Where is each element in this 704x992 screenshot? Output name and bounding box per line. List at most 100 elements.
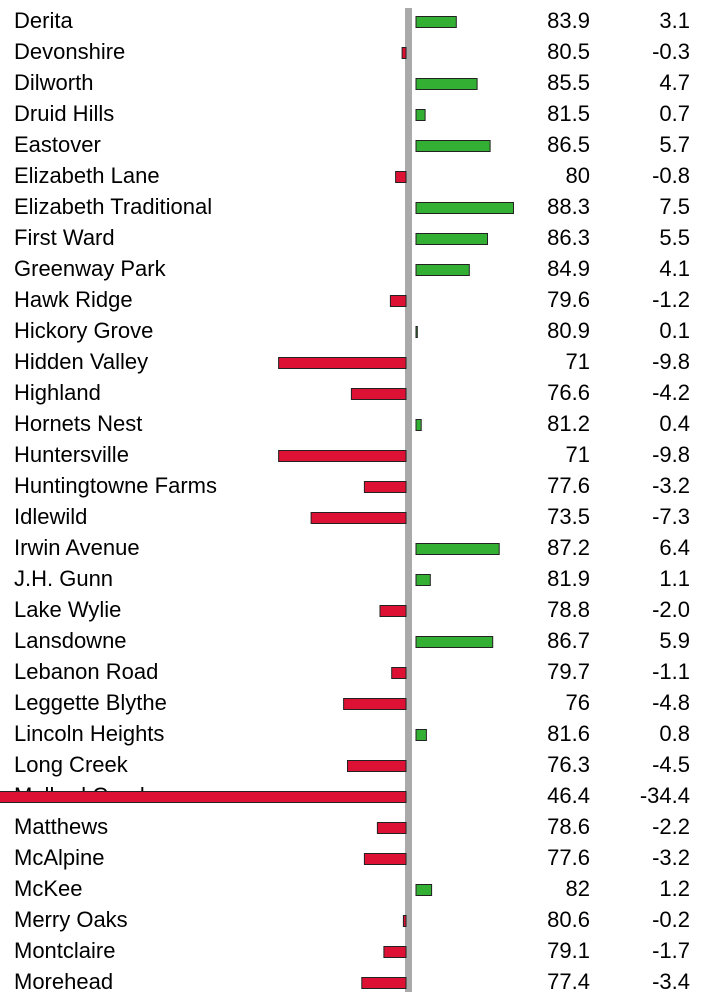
bar [343,698,407,710]
bar [415,264,470,276]
value-label: -2.0 [652,597,690,622]
value-label: -3.2 [652,845,690,870]
value-label: -0.2 [652,907,690,932]
bar [415,16,457,28]
score: 79.1 [547,938,590,963]
bar [415,326,418,338]
row-label: Hawk Ridge [14,287,133,312]
score: 79.6 [547,287,590,312]
score: 86.3 [547,225,590,250]
value-label: -4.5 [652,752,690,777]
value-label: 0.8 [659,721,690,746]
value-label: -34.4 [640,783,690,808]
score: 80 [566,163,590,188]
row-label: Elizabeth Traditional [14,194,212,219]
row-label: First Ward [14,225,115,250]
row-label: Huntingtowne Farms [14,473,217,498]
value-label: -3.2 [652,473,690,498]
bar [363,853,407,865]
bar [363,481,407,493]
bar [389,295,407,307]
value-label: -9.8 [652,349,690,374]
bar [391,667,407,679]
row-label: Lake Wylie [14,597,121,622]
score: 71 [566,442,590,467]
row-label: Long Creek [14,752,129,777]
bar [376,822,407,834]
bar [415,543,500,555]
row-label: Huntersville [14,442,129,467]
score: 76.6 [547,380,590,405]
bar [383,946,407,958]
row-label: Hidden Valley [14,349,148,374]
value-label: 5.5 [659,225,690,250]
row-label: Matthews [14,814,108,839]
value-label: 6.4 [659,535,690,560]
score: 87.2 [547,535,590,560]
row-label: Hickory Grove [14,318,153,343]
row-label: Irwin Avenue [14,535,140,560]
bar [278,357,407,369]
value-label: 5.7 [659,132,690,157]
score: 84.9 [547,256,590,281]
row-label: Highland [14,380,101,405]
score: 78.6 [547,814,590,839]
value-label: 1.2 [659,876,690,901]
bar [415,419,422,431]
row-label: Idlewild [14,504,87,529]
row-label: Dilworth [14,70,93,95]
row-label: Lebanon Road [14,659,158,684]
score: 78.8 [547,597,590,622]
score: 83.9 [547,8,590,33]
value-label: 0.7 [659,101,690,126]
score: 73.5 [547,504,590,529]
score: 80.9 [547,318,590,343]
value-label: -7.3 [652,504,690,529]
row-label: Druid Hills [14,101,114,126]
bar [350,388,407,400]
bar [415,109,426,121]
row-label: Eastover [14,132,101,157]
row-label: Lincoln Heights [14,721,164,746]
bar [278,450,407,462]
bar [415,78,478,90]
row-label: Elizabeth Lane [14,163,160,188]
bar [415,636,494,648]
bar [0,791,407,803]
value-label: 4.1 [659,256,690,281]
zero-axis [405,8,412,992]
value-label: 0.1 [659,318,690,343]
bar [415,233,488,245]
score: 76.3 [547,752,590,777]
score: 77.4 [547,969,590,992]
bar [415,884,433,896]
value-label: -0.3 [652,39,690,64]
value-label: -2.2 [652,814,690,839]
row-label: Devonshire [14,39,125,64]
bar [415,202,514,214]
score: 79.7 [547,659,590,684]
score: 86.5 [547,132,590,157]
value-label: -1.2 [652,287,690,312]
value-label: -1.7 [652,938,690,963]
value-label: 0.4 [659,411,690,436]
score: 76 [566,690,590,715]
value-label: -4.2 [652,380,690,405]
bar [402,915,407,927]
bar [379,605,407,617]
value-label: 7.5 [659,194,690,219]
value-label: -0.8 [652,163,690,188]
value-label: -3.4 [652,969,690,992]
value-label: 5.9 [659,628,690,653]
value-label: 1.1 [659,566,690,591]
score: 81.6 [547,721,590,746]
score: 85.5 [547,70,590,95]
value-label: 4.7 [659,70,690,95]
row-label: Morehead [14,969,113,992]
score: 81.9 [547,566,590,591]
row-label: Leggette Blythe [14,690,167,715]
score: 80.5 [547,39,590,64]
row-label: McKee [14,876,82,901]
score: 81.2 [547,411,590,436]
